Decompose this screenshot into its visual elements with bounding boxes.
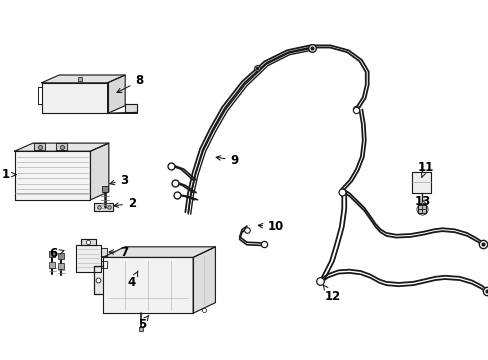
Polygon shape	[101, 248, 107, 256]
Text: 4: 4	[128, 271, 138, 289]
Polygon shape	[102, 257, 193, 313]
Polygon shape	[94, 266, 102, 294]
Polygon shape	[90, 143, 108, 200]
Text: 12: 12	[323, 285, 340, 303]
Polygon shape	[76, 245, 101, 272]
Polygon shape	[107, 75, 125, 113]
Text: 7: 7	[109, 246, 128, 258]
Text: 13: 13	[414, 195, 430, 208]
Polygon shape	[81, 239, 96, 245]
Text: 8: 8	[117, 75, 143, 93]
Polygon shape	[101, 261, 107, 268]
Polygon shape	[102, 247, 215, 257]
Text: 6: 6	[50, 247, 64, 260]
Polygon shape	[41, 75, 125, 83]
Text: 10: 10	[258, 220, 284, 233]
Polygon shape	[107, 112, 137, 113]
Polygon shape	[56, 143, 67, 150]
Text: 11: 11	[416, 161, 433, 177]
Text: 9: 9	[216, 154, 238, 167]
Polygon shape	[94, 203, 113, 211]
Polygon shape	[15, 143, 108, 151]
Text: 2: 2	[114, 197, 136, 210]
Polygon shape	[41, 83, 107, 113]
Polygon shape	[34, 143, 45, 150]
Polygon shape	[411, 172, 430, 193]
Text: 3: 3	[110, 174, 128, 186]
Text: 1: 1	[2, 168, 16, 181]
Text: 5: 5	[138, 315, 148, 330]
Polygon shape	[193, 247, 215, 313]
Polygon shape	[15, 151, 90, 200]
Polygon shape	[125, 104, 137, 112]
